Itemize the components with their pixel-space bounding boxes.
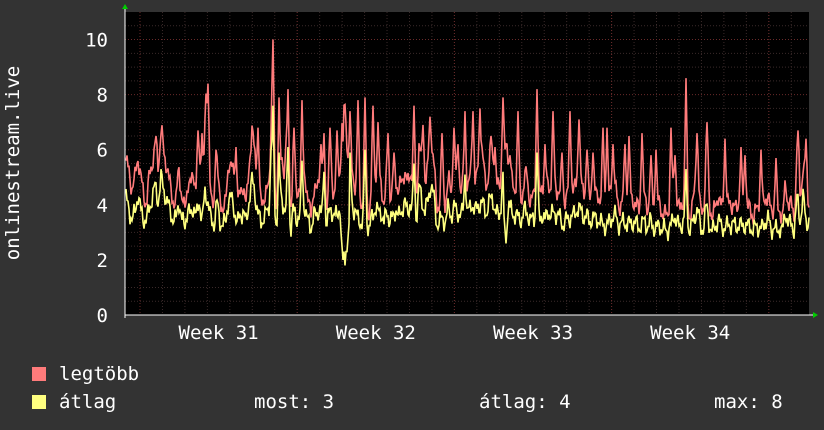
axes xyxy=(122,4,818,318)
y-tick-label: 6 xyxy=(97,140,108,162)
y-tick-label: 2 xyxy=(97,250,108,272)
legend-label-avg: átlag xyxy=(59,391,117,413)
grid xyxy=(125,12,809,315)
y-tick-label: 8 xyxy=(97,85,108,107)
stat-current: most: 3 xyxy=(254,391,335,413)
legend-item-max: legtöbb xyxy=(32,363,140,385)
series-line-0 xyxy=(125,39,810,226)
x-tick-label: Week 33 xyxy=(493,322,573,344)
y-axis-arrow xyxy=(122,4,128,9)
series-line-1 xyxy=(125,105,810,266)
x-tick-label: Week 32 xyxy=(336,322,416,344)
x-tick-label: Week 31 xyxy=(179,322,259,344)
legend-label-max: legtöbb xyxy=(59,363,140,385)
y-tick-label: 10 xyxy=(85,30,108,52)
series-lines xyxy=(125,39,810,266)
y-tick-label: 4 xyxy=(97,195,108,217)
y-tick-label: 0 xyxy=(97,305,108,327)
stat-average: átlag: 4 xyxy=(479,391,571,413)
legend-item-avg: átlag xyxy=(32,391,117,413)
stat-max: max: 8 xyxy=(714,391,783,413)
legend-swatch-max xyxy=(32,367,46,381)
x-tick-label: Week 34 xyxy=(650,322,730,344)
x-axis-arrow xyxy=(813,312,818,318)
tick-labels: 0 2 4 6 8 10 Week 31 Week 32 Week 33 Week 34 xyxy=(85,30,730,344)
legend-swatch-avg xyxy=(32,395,46,409)
y-axis-label: onlinestream.live xyxy=(2,66,24,260)
